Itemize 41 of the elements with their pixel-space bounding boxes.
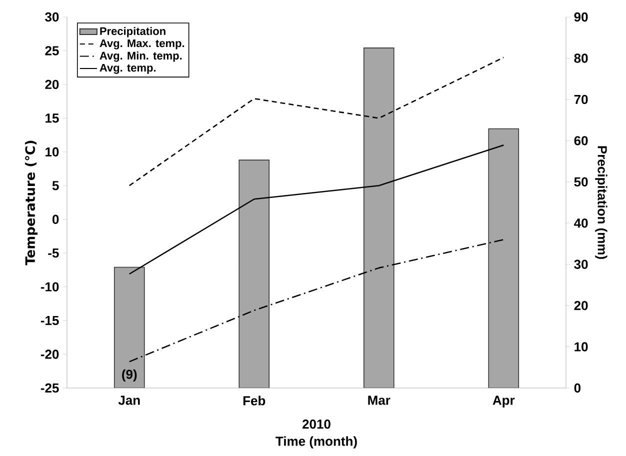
y-tick-label: 10 [46,147,59,157]
legend-label: Avg. Max. temp. [100,39,184,50]
y2-tick-label: 40 [574,218,588,228]
x-tick-label: Jan [118,396,140,405]
y-tick-label: -10 [40,282,59,292]
y2-tick-label: 50 [574,177,588,186]
line-series [128,238,504,362]
bar [488,128,520,388]
y2-tick-label: 80 [574,54,588,63]
y-axis-title: Temperature (℃) [24,140,38,266]
y2-tick-label: 30 [574,260,588,269]
text: 2010 [302,420,330,429]
legend-label: Avg. temp. [100,64,156,74]
y2-tick-label: 20 [574,300,588,310]
y2-axis-title: Precipitation (mm) [595,146,608,259]
annotation: (9) [122,369,137,382]
y2-tick-label: 60 [574,136,588,146]
y-tick-label: 15 [46,114,59,123]
y2-tick-label: 70 [574,94,588,104]
legend-label: Avg. Min. temp. [100,52,182,62]
bar [363,48,394,388]
x-tick-label: Feb [243,396,266,406]
line-series [128,144,504,275]
y-tick-label: -5 [48,248,59,258]
x-tick-label: Mar [368,396,390,405]
bar [238,160,270,388]
y-tick-label: 5 [52,181,59,190]
y-tick-label: 0 [52,214,59,224]
y-tick-label: 20 [45,80,59,90]
y-tick-label: 30 [45,12,59,22]
y-tick-label: 25 [45,46,59,56]
x-axis-title: Time (month) [276,436,357,448]
y2-tick-label: 90 [574,12,588,22]
bar [114,266,145,388]
y-tick-label: -25 [40,383,59,393]
y-tick-label: -15 [40,316,59,326]
legend-label: Precipitation [100,26,166,38]
y2-tick-label: 10 [574,342,588,352]
x-tick-label: Apr [492,396,515,408]
y-tick-label: -20 [40,350,59,359]
y2-tick-label: 0 [574,383,581,393]
